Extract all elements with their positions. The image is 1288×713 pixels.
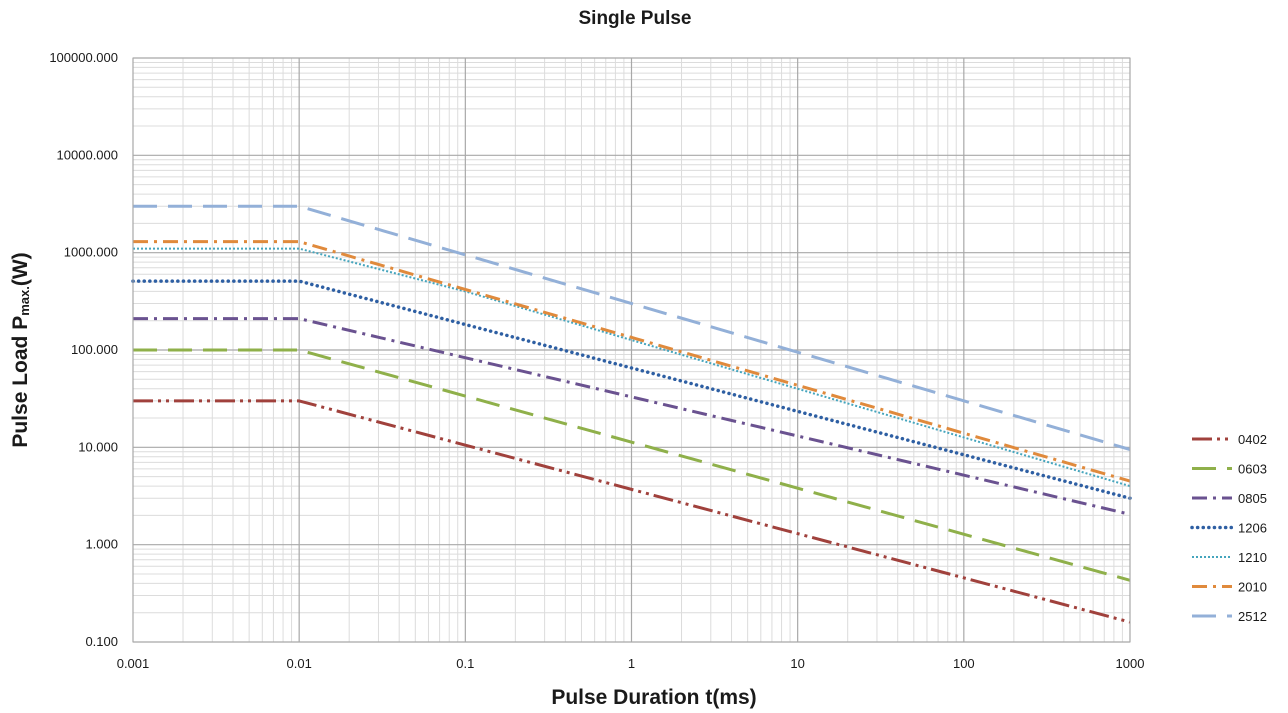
legend-label: 0402: [1238, 432, 1267, 447]
y-tick-label: 1.000: [85, 537, 118, 552]
legend-item-0402: 0402: [1192, 432, 1267, 447]
legend-label: 1210: [1238, 550, 1267, 565]
y-axis-title-subscript: max.: [17, 286, 32, 316]
y-tick-label: 1000.000: [64, 245, 118, 260]
y-tick-label: 10.000: [78, 439, 118, 454]
x-tick-label: 100: [953, 656, 975, 671]
series-lines: [131, 204, 1132, 624]
legend-label: 0603: [1238, 462, 1267, 477]
x-tick-label: 10: [790, 656, 804, 671]
series-line-2010: [133, 240, 1131, 483]
plot-area: [131, 57, 1132, 643]
series-line-0603: [133, 348, 1131, 582]
legend-item-1210: 1210: [1192, 550, 1267, 565]
y-axis-title: Pulse Load Pmax.(W): [9, 252, 32, 447]
chart-title: Single Pulse: [579, 8, 692, 29]
legend-item-2010: 2010: [1192, 580, 1267, 595]
y-tick-label: 0.100: [85, 634, 118, 649]
y-tick-label: 100000.000: [49, 50, 118, 65]
y-tick-label: 100.000: [71, 342, 118, 357]
x-axis-title: Pulse Duration t(ms): [551, 686, 756, 709]
legend-label: 0805: [1238, 491, 1267, 506]
legend-item-0603: 0603: [1192, 462, 1267, 477]
y-axis-title-main: Pulse Load P: [9, 316, 32, 448]
legend-label: 2512: [1238, 609, 1267, 624]
x-tick-label: 1000: [1116, 656, 1145, 671]
legend-label: 2010: [1238, 580, 1267, 595]
x-tick-label: 0.1: [456, 656, 474, 671]
series-line-0402: [133, 399, 1131, 624]
legend: 0402 0603 0805 1206 1210 2010 2512: [1190, 432, 1267, 624]
legend-label: 1206: [1238, 521, 1267, 536]
plot-border: [132, 57, 1131, 643]
y-tick-labels: 0.100 1.000 10.000 100.000 1000.000 10000.000…: [49, 50, 118, 649]
grid: [132, 57, 1131, 643]
legend-item-2512: 2512: [1192, 609, 1267, 624]
series-line-2512: [133, 204, 1131, 451]
y-tick-label: 10000.000: [57, 147, 118, 162]
y-axis-title-unit: (W): [9, 252, 32, 286]
legend-item-1206: 1206: [1190, 521, 1267, 536]
x-tick-label: 1: [628, 656, 635, 671]
series-line-1210: [133, 247, 1131, 488]
legend-item-0805: 0805: [1192, 491, 1267, 506]
x-tick-labels: 0.001 0.01 0.1 1 10 100 1000: [117, 656, 1145, 671]
series-line-1206: [131, 279, 1132, 500]
x-tick-label: 0.01: [287, 656, 312, 671]
x-tick-label: 0.001: [117, 656, 150, 671]
